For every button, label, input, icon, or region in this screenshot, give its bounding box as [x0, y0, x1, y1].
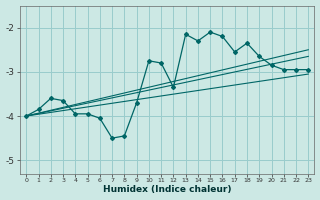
X-axis label: Humidex (Indice chaleur): Humidex (Indice chaleur): [103, 185, 232, 194]
